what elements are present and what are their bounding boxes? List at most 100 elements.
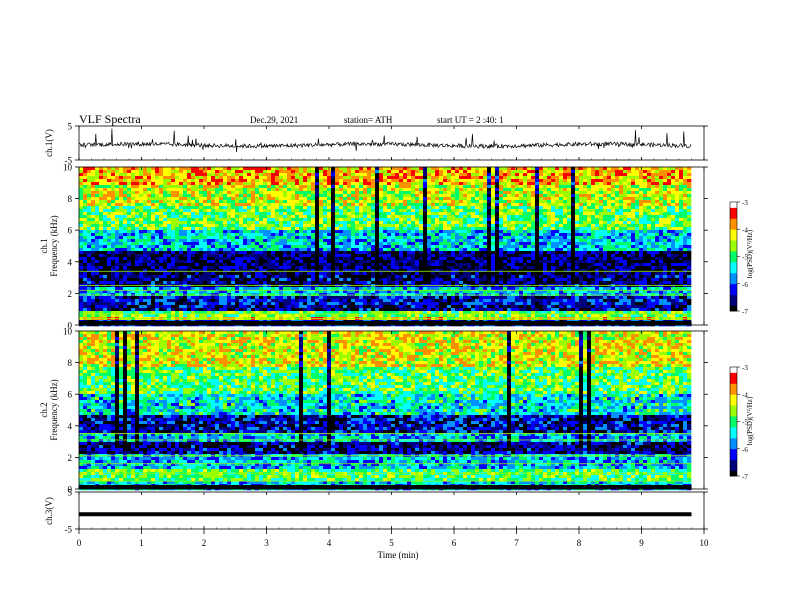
spectrogram-cell (395, 278, 400, 282)
spectrogram-cell (359, 299, 364, 303)
spectrogram-cell (443, 179, 448, 183)
spectrogram-cell (215, 308, 220, 312)
spectrogram-cell (299, 221, 304, 225)
spectrogram-cell (235, 215, 240, 219)
spectrogram-cell (443, 242, 448, 246)
spectrogram-cell (123, 206, 128, 210)
spectrogram-cell (239, 227, 244, 231)
spectrogram-cell (259, 176, 264, 180)
spectrogram-cell (187, 296, 192, 300)
spectrogram-cell (443, 215, 448, 219)
spectrogram-cell (199, 185, 204, 189)
spectrogram-cell (111, 308, 116, 312)
spectrogram-cell (211, 176, 216, 180)
spectrogram-cell (239, 254, 244, 258)
spectrogram-cell (227, 221, 232, 225)
spectrogram-cell (271, 263, 276, 267)
spectrogram-cell (123, 242, 128, 246)
spectrogram-cell (179, 308, 184, 312)
spectrogram-cell (79, 170, 84, 174)
spectrogram-cell (239, 200, 244, 204)
spectrogram-cell (139, 266, 144, 270)
spectrogram-cell (107, 245, 112, 249)
spectrogram-cell (435, 227, 440, 231)
spectrogram-cell (275, 188, 280, 192)
spectrogram-cell (207, 260, 212, 264)
spectrogram-cell (439, 197, 444, 201)
spectrogram-cell (279, 290, 284, 294)
spectrogram-cell (147, 245, 152, 249)
spectrogram-cell (415, 248, 420, 252)
spectrogram-cell (99, 290, 104, 294)
spectrogram-cell (439, 215, 444, 219)
spectrogram-cell (259, 215, 264, 219)
spectrogram-cell (199, 203, 204, 207)
spectrogram-cell (391, 263, 396, 267)
spectrogram-cell (375, 209, 380, 213)
spectrogram-cell (407, 203, 412, 207)
spectrogram-cell (135, 296, 140, 300)
spectrogram-cell (383, 269, 388, 273)
spectrogram-cell (263, 308, 268, 312)
spectrogram-cell (347, 170, 352, 174)
spectrogram-cell (423, 314, 428, 318)
spectrogram-cell (155, 266, 160, 270)
spectrogram-cell (339, 242, 344, 246)
spectrogram-cell (119, 272, 124, 276)
spectrogram-cell (99, 227, 104, 231)
spectrogram-cell (391, 314, 396, 318)
spectrogram-cell (167, 206, 172, 210)
spectrogram-cell (103, 218, 108, 222)
spectrogram-cell (451, 221, 456, 225)
spectrogram-cell (191, 182, 196, 186)
spectrogram-cell (223, 170, 228, 174)
spectrogram-cell (319, 314, 324, 318)
spectrogram-cell (191, 308, 196, 312)
spectrogram-cell (163, 296, 168, 300)
spectrogram-cell (319, 176, 324, 180)
spectrogram-cell (191, 272, 196, 276)
spectrogram-cell (295, 287, 300, 291)
spectrogram-cell (167, 230, 172, 234)
spectrogram-cell (307, 242, 312, 246)
spectrogram-cell (131, 206, 136, 210)
spectrogram-cell (315, 287, 320, 291)
spectrogram-cell (255, 239, 260, 243)
spectrogram-cell (259, 173, 264, 177)
spectrogram-cell (191, 227, 196, 231)
spectrogram-cell (207, 236, 212, 240)
spectrogram-cell (243, 299, 248, 303)
spectrogram-cell (283, 176, 288, 180)
spectrogram-cell (367, 176, 372, 180)
spectrogram-cell (411, 197, 416, 201)
spectrogram-cell (103, 179, 108, 183)
spectrogram-cell (439, 173, 444, 177)
spectrogram-cell (291, 194, 296, 198)
spectrogram-cell (159, 215, 164, 219)
spectrogram-cell (295, 296, 300, 300)
spectrogram-cell (419, 305, 424, 309)
spectrogram-cell (223, 182, 228, 186)
spectrogram-cell (211, 215, 216, 219)
spectrogram-cell (223, 230, 228, 234)
spectrogram-cell (363, 245, 368, 249)
spectrogram-cell (243, 185, 248, 189)
spectrogram-cell (395, 185, 400, 189)
spectrogram-cell (179, 242, 184, 246)
spectrogram-cell (175, 266, 180, 270)
spectrogram-cell (239, 206, 244, 210)
spectrogram-cell (135, 290, 140, 294)
spectrogram-cell (335, 212, 340, 216)
spectrogram-cell (243, 230, 248, 234)
spectrogram-cell (167, 248, 172, 252)
spectrogram-cell (103, 167, 108, 171)
spectrogram-cell (443, 230, 448, 234)
spectrogram-cell (427, 206, 432, 210)
spectrogram-cell (379, 308, 384, 312)
spectrogram-cell (299, 242, 304, 246)
spectrogram-cell (175, 221, 180, 225)
spectrogram-cell (355, 194, 360, 198)
spectrogram-cell (391, 281, 396, 285)
spectrogram-cell (419, 254, 424, 258)
spectrogram-cell (115, 167, 120, 171)
